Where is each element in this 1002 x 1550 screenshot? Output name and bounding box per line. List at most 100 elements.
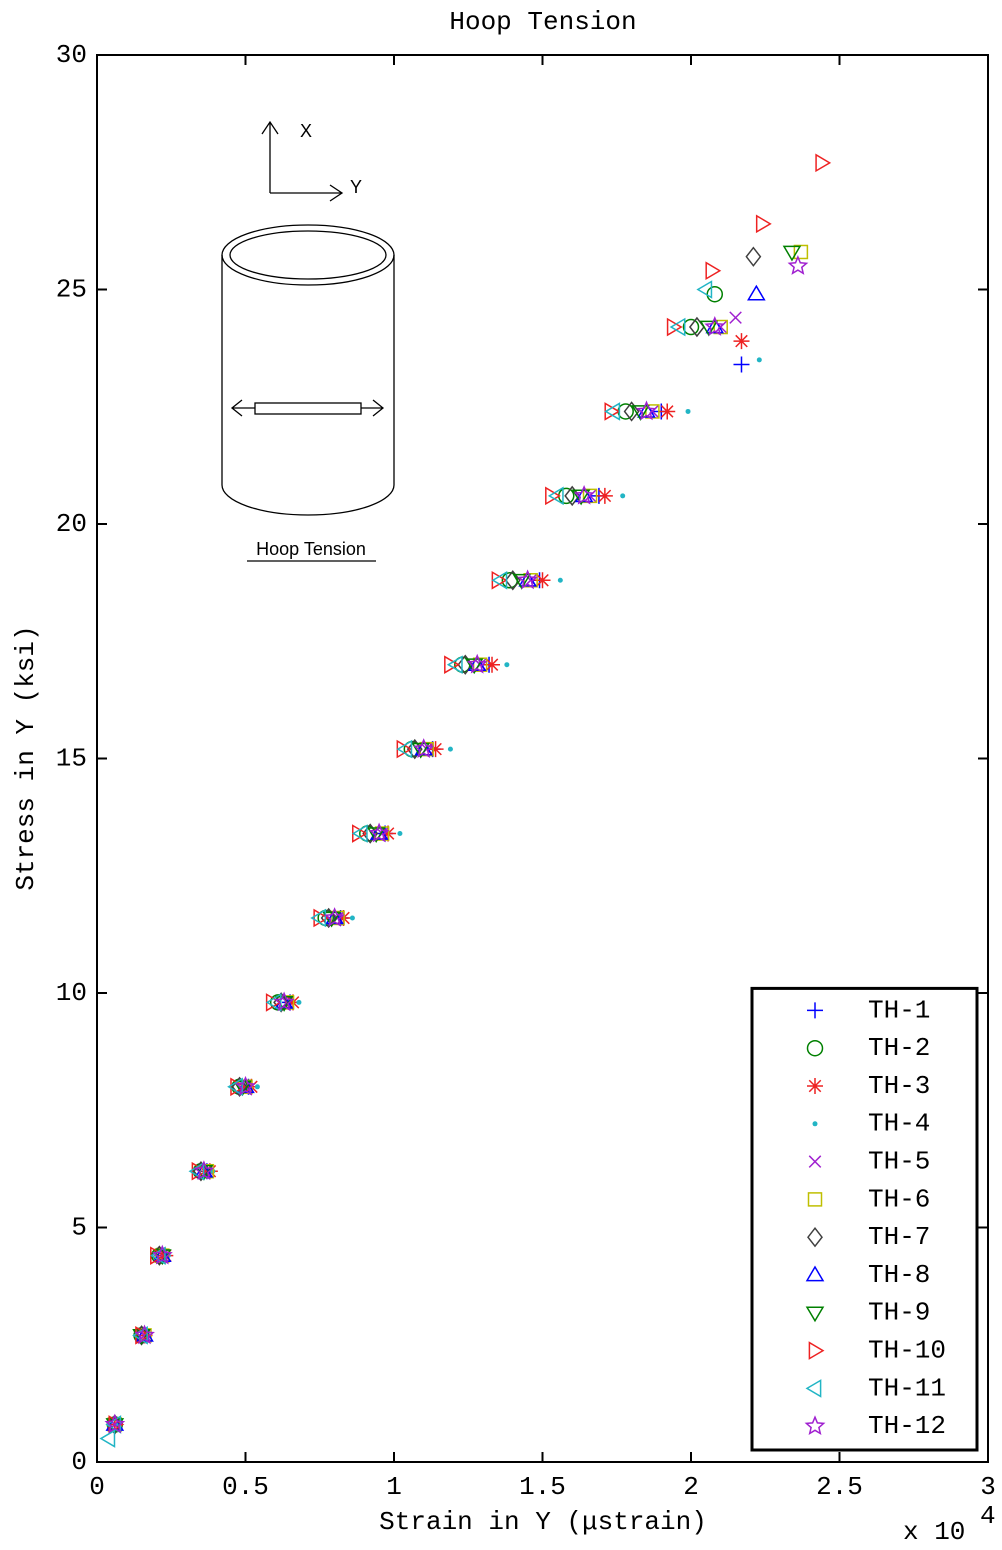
marker xyxy=(427,741,444,758)
inset-caption: Hoop Tension xyxy=(256,539,366,559)
legend-marker xyxy=(806,1039,824,1057)
strain-gauge xyxy=(254,402,362,415)
marker xyxy=(366,827,386,844)
marker xyxy=(227,1077,243,1097)
marker xyxy=(571,489,591,506)
marker xyxy=(193,1160,215,1181)
marker xyxy=(413,738,435,758)
axis-arrows xyxy=(261,120,344,202)
legend-label: TH-10 xyxy=(868,1335,946,1365)
legend-label: TH-5 xyxy=(868,1146,930,1176)
marker xyxy=(99,1429,116,1448)
marker xyxy=(756,357,762,363)
legend-label: TH-8 xyxy=(868,1260,930,1290)
legend-marker xyxy=(808,1341,825,1360)
marker xyxy=(134,1324,155,1345)
legend-marker xyxy=(805,1265,825,1282)
legend-marker xyxy=(807,1192,823,1207)
marker xyxy=(685,408,691,414)
legend-label: TH-7 xyxy=(868,1222,930,1252)
marker xyxy=(815,153,832,173)
x-tick-label: 0.5 xyxy=(222,1472,269,1502)
marker xyxy=(747,284,766,301)
x-axis-label: Strain in Y (μstrain) xyxy=(379,1507,707,1537)
marker xyxy=(582,488,598,504)
chart-title: Hoop Tension xyxy=(449,7,636,37)
y-axis-label: Stress in Y (ksi) xyxy=(11,625,41,890)
y-tick-label: 15 xyxy=(56,743,87,773)
cylinder-body xyxy=(221,255,395,516)
marker xyxy=(273,991,295,1012)
legend-marker xyxy=(807,1002,823,1019)
legend-marker xyxy=(807,1226,823,1248)
inset-diagram xyxy=(221,120,395,562)
legend: TH-1 TH-2 TH-3 TH-4 TH-5 TH-6 TH-7 TH-8 TH-9 TH-1… xyxy=(750,986,979,1452)
marker xyxy=(517,569,539,590)
legend-label: TH-12 xyxy=(868,1411,946,1441)
marker xyxy=(351,824,368,843)
marker xyxy=(623,401,640,422)
marker xyxy=(617,403,634,420)
marker xyxy=(132,1329,151,1345)
marker xyxy=(296,999,302,1005)
marker xyxy=(325,908,344,925)
marker xyxy=(504,570,521,591)
marker xyxy=(464,658,484,675)
marker xyxy=(324,907,346,927)
legend-label: TH-2 xyxy=(868,1033,930,1063)
marker xyxy=(669,317,686,337)
marker xyxy=(793,244,809,260)
marker xyxy=(504,662,510,668)
marker xyxy=(235,1075,256,1096)
marker xyxy=(755,214,772,234)
marker xyxy=(659,403,676,420)
y-tick-label: 20 xyxy=(56,509,87,539)
marker xyxy=(782,245,802,262)
y-tick-label: 30 xyxy=(56,40,87,70)
x-tick-label: 3 xyxy=(980,1472,996,1502)
marker xyxy=(733,333,750,350)
tension-arrows xyxy=(230,399,385,417)
legend-label: TH-1 xyxy=(868,995,930,1025)
marker xyxy=(545,486,561,506)
marker xyxy=(666,317,683,337)
legend-marker xyxy=(812,1121,818,1127)
marker xyxy=(265,993,282,1012)
marker xyxy=(637,401,656,418)
marker xyxy=(467,655,487,672)
marker xyxy=(547,486,564,506)
cylinder-inner xyxy=(229,230,387,280)
x-multiplier: x 10 xyxy=(903,1517,965,1547)
marker xyxy=(512,573,532,590)
legend-marker xyxy=(804,1415,826,1436)
marker xyxy=(369,824,389,840)
legend-marker xyxy=(808,1155,822,1168)
marker xyxy=(620,493,626,499)
y-tick-label: 0 xyxy=(71,1447,87,1477)
marker xyxy=(787,255,809,275)
x-tick-label: 1 xyxy=(386,1472,402,1502)
x-tick-label: 1.5 xyxy=(519,1472,566,1502)
marker xyxy=(446,655,463,675)
y-tick-label: 25 xyxy=(56,274,87,304)
x-tick-label: 0 xyxy=(89,1472,105,1502)
marker xyxy=(414,739,434,756)
marker xyxy=(313,908,330,928)
marker xyxy=(604,402,621,421)
marker xyxy=(596,487,613,504)
marker xyxy=(518,570,537,587)
marker xyxy=(447,746,453,752)
y-tick-label: 10 xyxy=(56,978,87,1008)
x-multiplier-exponent: 4 xyxy=(980,1501,996,1531)
marker xyxy=(733,356,750,373)
marker xyxy=(151,1244,173,1265)
inset-y-label: Y xyxy=(350,177,362,197)
marker xyxy=(699,320,719,337)
marker xyxy=(636,400,657,421)
marker xyxy=(573,484,595,505)
legend-label: TH-4 xyxy=(868,1109,930,1139)
marker xyxy=(729,311,742,324)
marker xyxy=(705,261,722,281)
x-tick-label: 2.5 xyxy=(816,1472,863,1502)
